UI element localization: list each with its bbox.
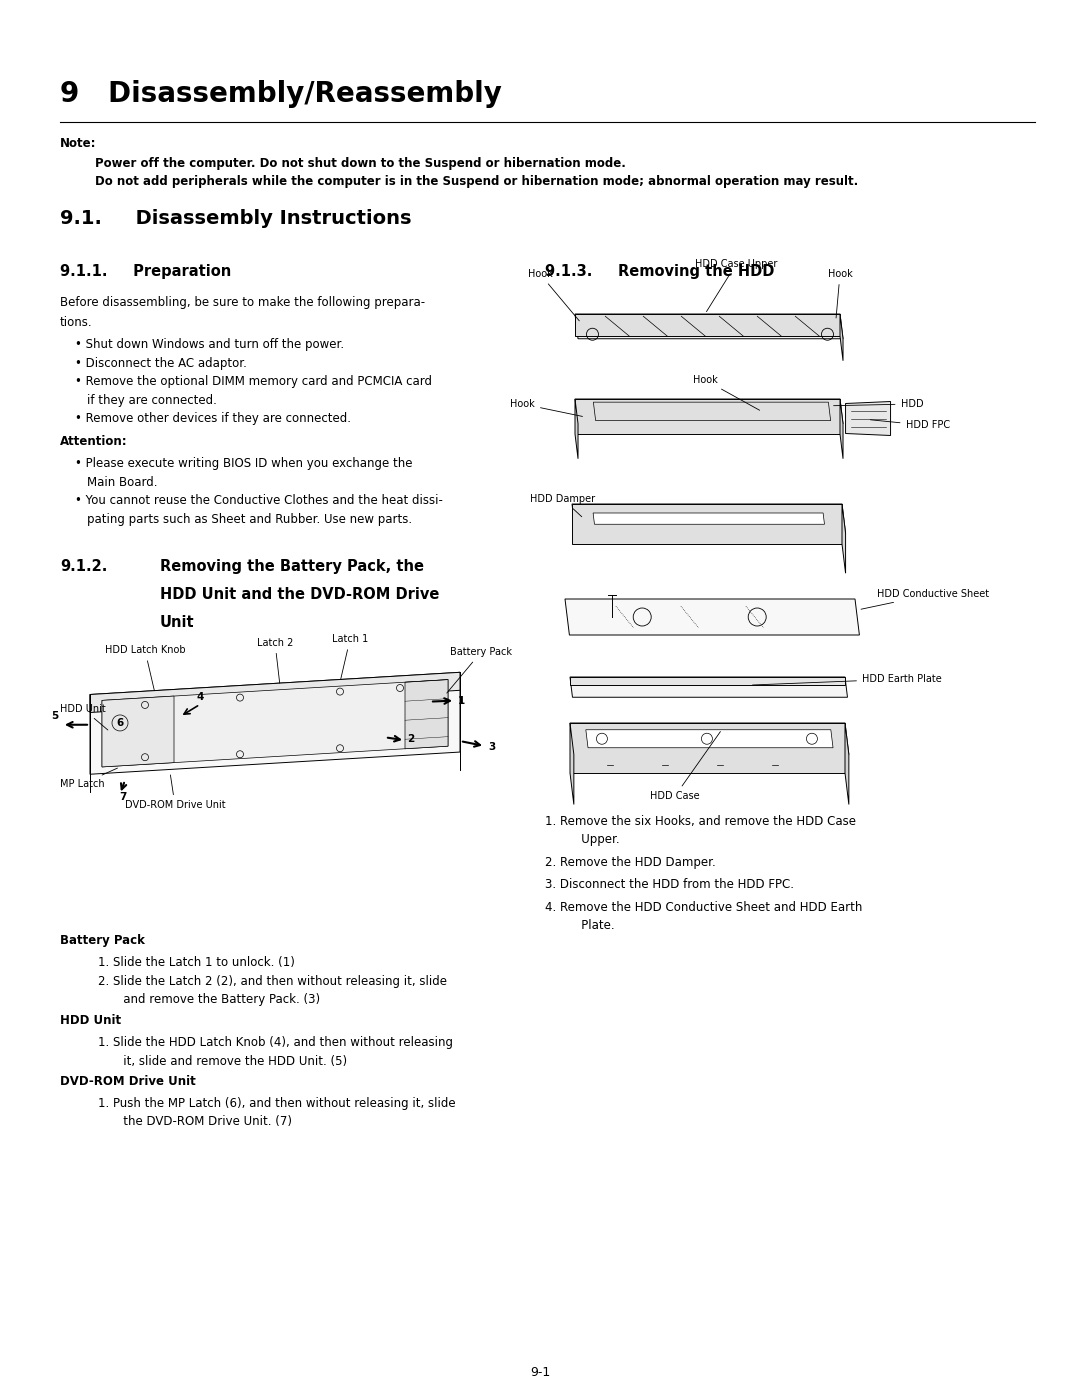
Polygon shape [845,724,849,805]
Text: the DVD-ROM Drive Unit. (7): the DVD-ROM Drive Unit. (7) [112,1115,292,1129]
Text: 6: 6 [117,718,123,728]
Text: Latch 2: Latch 2 [257,638,293,683]
Text: 9.1.2.: 9.1.2. [60,560,107,574]
Polygon shape [575,400,843,423]
Text: 4: 4 [197,693,204,703]
Text: HDD FPC: HDD FPC [870,419,949,430]
Polygon shape [405,679,448,749]
Text: 4. Remove the HDD Conductive Sheet and HDD Earth: 4. Remove the HDD Conductive Sheet and H… [545,901,862,914]
Text: HDD Latch Knob: HDD Latch Knob [105,645,186,690]
Text: Battery Pack: Battery Pack [447,647,512,693]
Text: 9-1: 9-1 [530,1365,550,1379]
Text: • Remove other devices if they are connected.: • Remove other devices if they are conne… [75,412,351,425]
Text: HDD Case Upper: HDD Case Upper [696,258,778,312]
Text: 1. Slide the HDD Latch Knob (4), and then without releasing: 1. Slide the HDD Latch Knob (4), and the… [98,1037,453,1049]
Text: Main Board.: Main Board. [87,476,158,489]
Text: 1. Push the MP Latch (6), and then without releasing it, slide: 1. Push the MP Latch (6), and then witho… [98,1097,456,1111]
Polygon shape [572,504,846,534]
Text: 2. Slide the Latch 2 (2), and then without releasing it, slide: 2. Slide the Latch 2 (2), and then witho… [98,975,447,988]
Text: 9.1.1.     Preparation: 9.1.1. Preparation [60,264,231,279]
Text: 1. Remove the six Hooks, and remove the HDD Case: 1. Remove the six Hooks, and remove the … [545,814,856,828]
Text: 1. Slide the Latch 1 to unlock. (1): 1. Slide the Latch 1 to unlock. (1) [98,957,295,970]
Polygon shape [593,513,824,524]
Polygon shape [102,696,174,767]
Text: it, slide and remove the HDD Unit. (5): it, slide and remove the HDD Unit. (5) [112,1055,347,1067]
Text: Removing the Battery Pack, the: Removing the Battery Pack, the [160,560,424,574]
Polygon shape [585,729,833,747]
Polygon shape [572,504,842,543]
Text: if they are connected.: if they are connected. [87,394,217,407]
Text: Power off the computer. Do not shut down to the Suspend or hibernation mode.: Power off the computer. Do not shut down… [95,156,626,170]
Polygon shape [575,314,840,337]
Text: Note:: Note: [60,137,96,149]
Text: • Remove the optional DIMM memory card and PCMCIA card: • Remove the optional DIMM memory card a… [75,374,432,388]
Text: HDD Unit: HDD Unit [60,704,108,731]
Text: • Disconnect the AC adaptor.: • Disconnect the AC adaptor. [75,356,247,369]
Polygon shape [565,599,860,636]
Text: 2. Remove the HDD Damper.: 2. Remove the HDD Damper. [545,856,716,869]
Polygon shape [575,314,843,338]
Polygon shape [102,679,448,767]
Polygon shape [842,504,846,573]
Text: 9.1.3.     Removing the HDD: 9.1.3. Removing the HDD [545,264,774,279]
Text: • Shut down Windows and turn off the power.: • Shut down Windows and turn off the pow… [75,338,345,351]
Polygon shape [575,400,578,458]
Text: HDD Damper: HDD Damper [530,495,595,517]
Text: DVD-ROM Drive Unit: DVD-ROM Drive Unit [124,775,226,810]
Text: Before disassembling, be sure to make the following prepara-: Before disassembling, be sure to make th… [60,296,426,309]
Polygon shape [90,672,460,712]
Text: Upper.: Upper. [570,834,620,847]
Text: Unit: Unit [160,616,194,630]
Text: 3. Disconnect the HDD from the HDD FPC.: 3. Disconnect the HDD from the HDD FPC. [545,879,794,891]
Polygon shape [570,678,845,685]
Text: and remove the Battery Pack. (3): and remove the Battery Pack. (3) [112,993,320,1006]
Text: Latch 1: Latch 1 [332,634,368,679]
Text: 3: 3 [488,742,496,752]
Text: Hook: Hook [692,374,759,411]
Text: 2: 2 [407,735,415,745]
Polygon shape [570,724,573,805]
Text: MP Latch: MP Latch [60,768,118,789]
Polygon shape [570,678,848,697]
Text: 1: 1 [458,696,465,705]
Text: HDD Conductive Sheet: HDD Conductive Sheet [861,590,989,609]
Polygon shape [570,724,845,773]
Text: Plate.: Plate. [570,919,615,933]
Text: Attention:: Attention: [60,436,127,448]
Text: 7: 7 [119,792,126,802]
Text: 5: 5 [51,711,58,721]
Text: HDD Unit: HDD Unit [60,1014,121,1027]
Text: Hook: Hook [827,270,852,319]
Text: Battery Pack: Battery Pack [60,935,145,947]
Text: HDD: HDD [834,400,923,409]
Polygon shape [575,400,840,434]
Polygon shape [570,724,849,754]
Text: • Please execute writing BIOS ID when you exchange the: • Please execute writing BIOS ID when yo… [75,457,413,471]
Text: HDD Unit and the DVD-ROM Drive: HDD Unit and the DVD-ROM Drive [160,588,440,602]
Polygon shape [846,401,891,436]
Text: HDD Earth Plate: HDD Earth Plate [753,673,942,685]
Text: DVD-ROM Drive Unit: DVD-ROM Drive Unit [60,1076,195,1088]
Text: Hook: Hook [510,400,582,416]
Text: Do not add peripherals while the computer is in the Suspend or hibernation mode;: Do not add peripherals while the compute… [95,175,859,189]
Text: 9.1.     Disassembly Instructions: 9.1. Disassembly Instructions [60,210,411,228]
Text: pating parts such as Sheet and Rubber. Use new parts.: pating parts such as Sheet and Rubber. U… [87,513,413,527]
Text: • You cannot reuse the Conductive Clothes and the heat dissi-: • You cannot reuse the Conductive Clothe… [75,495,443,507]
Text: HDD Case: HDD Case [650,732,720,800]
Polygon shape [840,400,843,458]
Polygon shape [840,314,843,360]
Text: tions.: tions. [60,316,93,330]
Text: Hook: Hook [528,270,579,321]
Text: 9   Disassembly/Reassembly: 9 Disassembly/Reassembly [60,80,502,108]
Polygon shape [90,672,460,774]
